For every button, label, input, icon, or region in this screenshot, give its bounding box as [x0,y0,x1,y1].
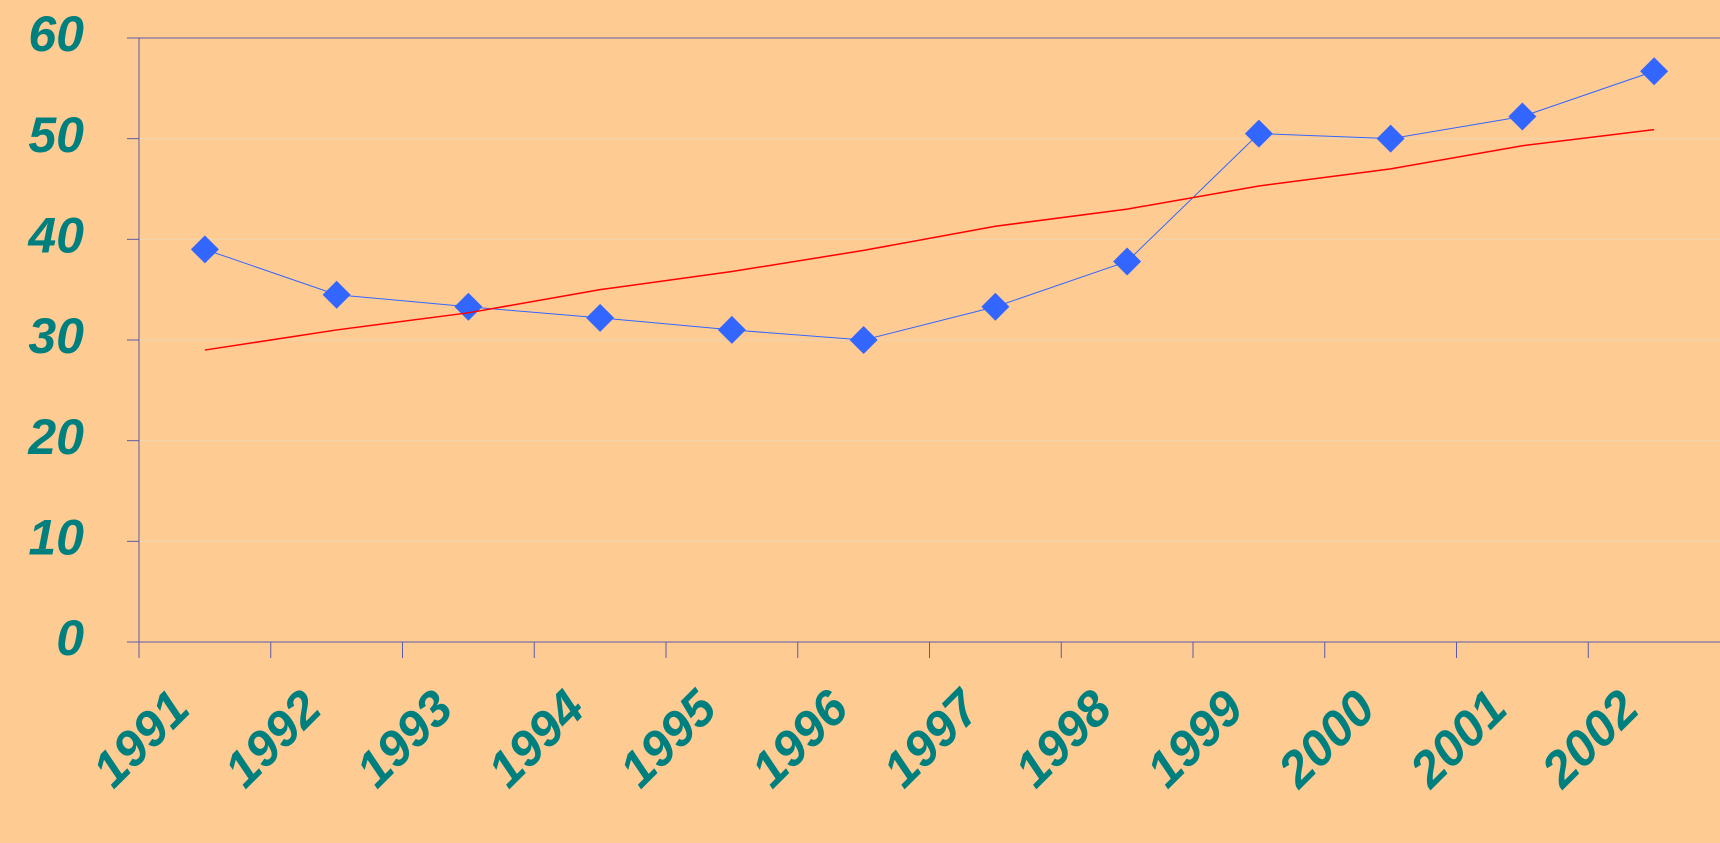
x-tick-label: 2002 [1530,679,1649,798]
series-line [204,70,1655,341]
marker [1508,102,1537,131]
y-tick-label: 20 [27,409,84,465]
x-tick-label: 1999 [1136,679,1254,797]
marker [1113,247,1142,276]
x-tick-label: 1994 [477,680,595,798]
marker [190,235,219,264]
x-tick-label: 1998 [1004,679,1122,797]
x-tick-label: 1992 [213,679,331,797]
y-tick-label: 60 [28,6,84,62]
x-tick-label: 1995 [609,679,728,798]
series-line [204,128,1655,351]
marker [454,292,483,321]
marker [1376,124,1405,153]
x-tick-label: 1993 [345,679,463,797]
y-tick-label: 40 [27,208,84,264]
marker [322,280,351,309]
y-tick-label: 10 [28,510,84,566]
x-tick-label: 1991 [82,680,200,798]
marker [1640,57,1669,86]
x-tick-label: 1996 [740,679,859,798]
x-tick-label: 2000 [1267,679,1386,798]
marker [717,315,746,344]
y-tick-label: 30 [28,308,84,364]
x-tick-label: 1997 [872,678,992,798]
marker [1244,119,1273,148]
marker [981,292,1010,321]
y-tick-label: 50 [28,107,84,163]
y-tick-label: 0 [56,610,84,666]
x-tick-label: 2001 [1399,680,1518,799]
marker [849,326,878,354]
marker [586,303,615,332]
